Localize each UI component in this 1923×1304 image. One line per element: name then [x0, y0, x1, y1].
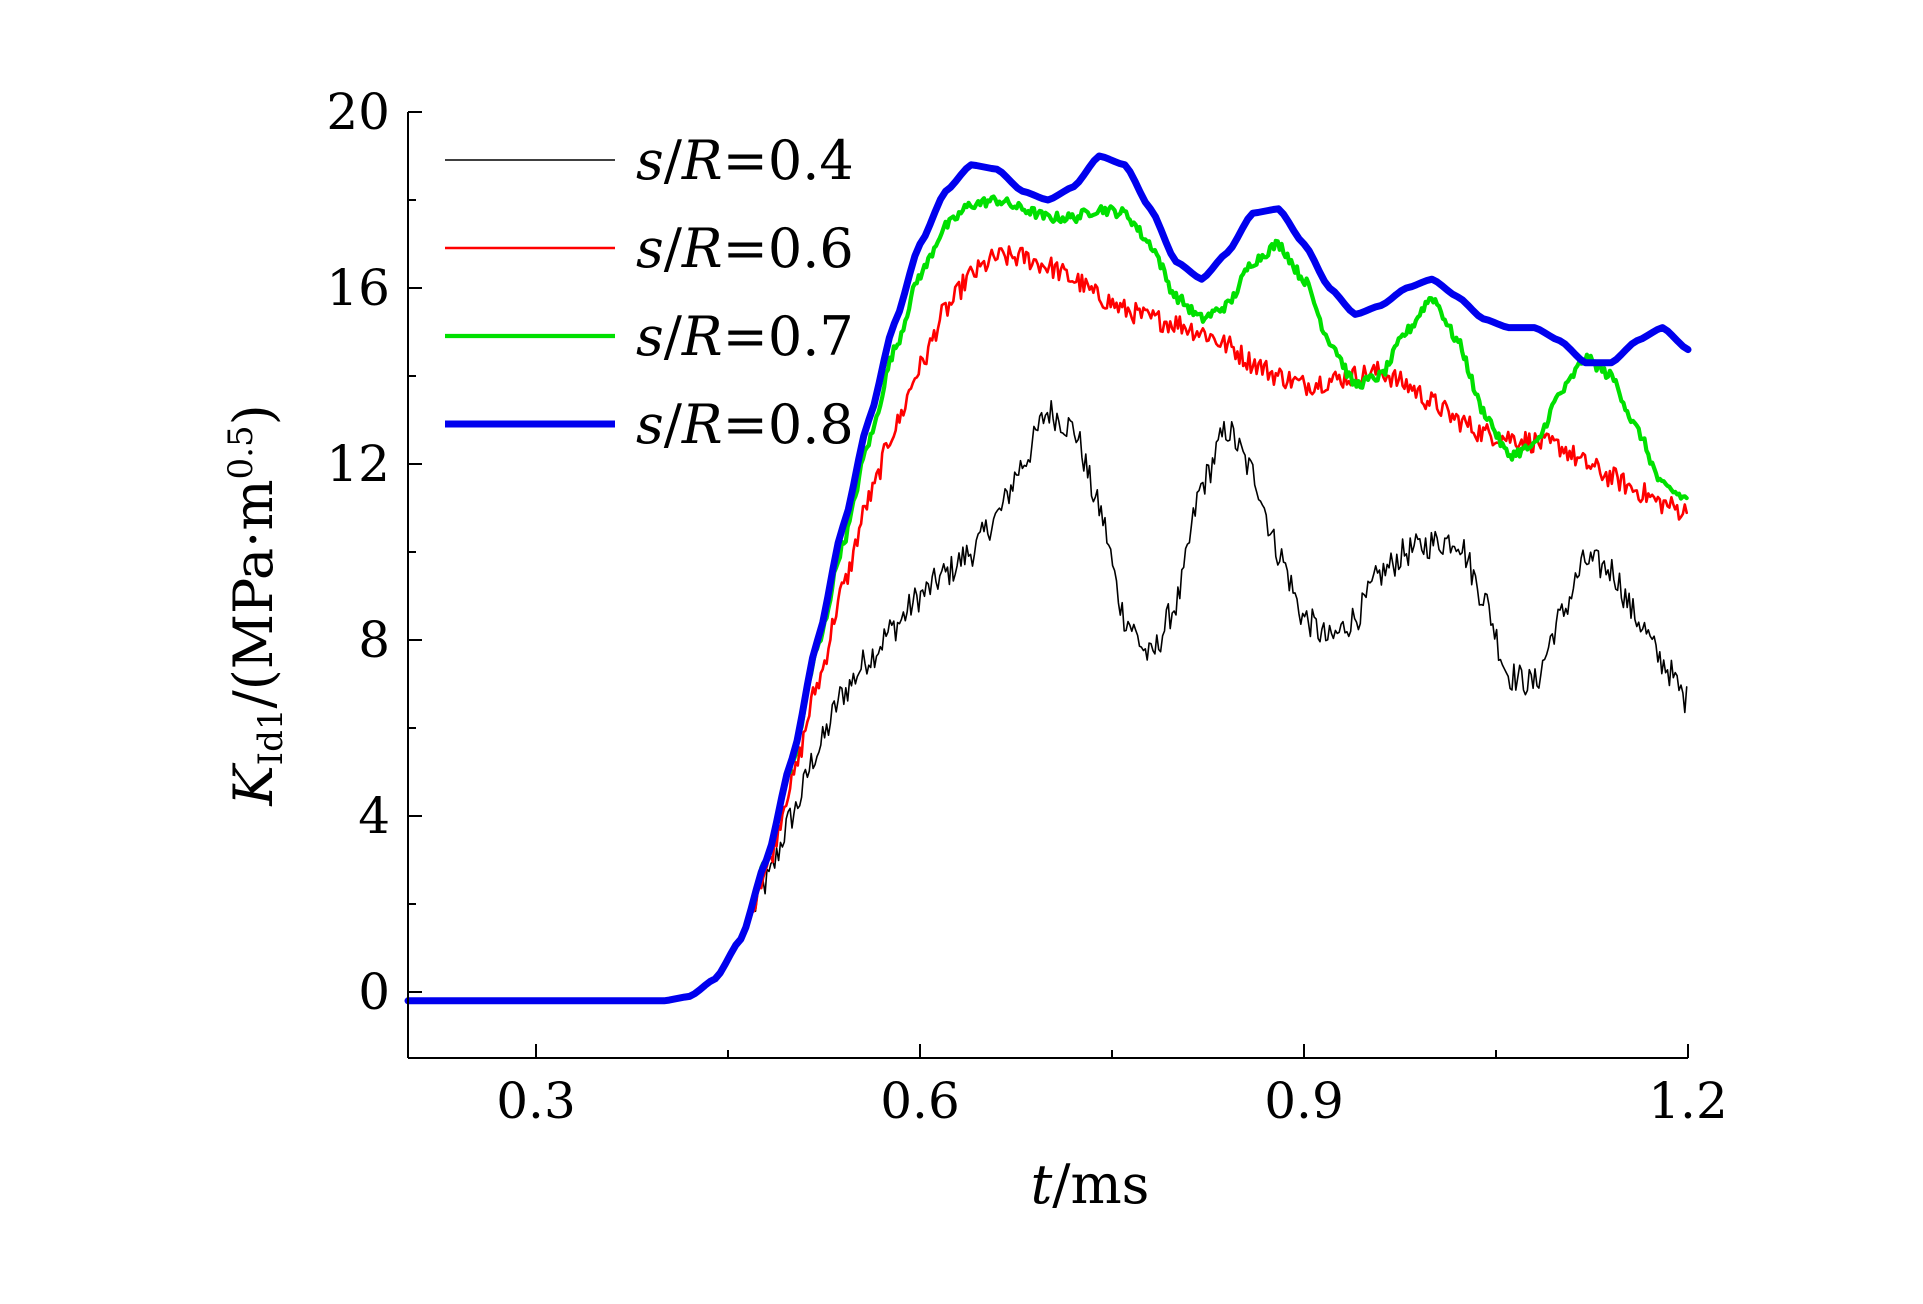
- y-tick-label: 8: [358, 611, 390, 669]
- y-tick-label: 0: [358, 963, 390, 1021]
- x-axis-title: t/ms: [1031, 1153, 1150, 1216]
- legend-label-1: s/R=0.4: [636, 129, 854, 192]
- ticks-layer: 0 4 8 12 16 20 0.3 0.6 0.9 1.2: [326, 83, 1727, 1130]
- legend-label-2: s/R=0.6: [636, 217, 854, 280]
- x-tick-label: 1.2: [1648, 1072, 1728, 1130]
- y-tick-label: 12: [326, 435, 390, 493]
- series-line-4: [404, 152, 1692, 1005]
- legend-label-3: s/R=0.7: [636, 305, 854, 368]
- y-tick-label: 16: [326, 259, 390, 317]
- series-line-1: [407, 400, 1688, 1002]
- series-line-3: [405, 194, 1689, 1003]
- legend: s/R=0.4 s/R=0.6 s/R=0.7 s/R=0.8: [445, 129, 854, 456]
- legend-label-4: s/R=0.8: [636, 393, 854, 456]
- y-axis-title: KId1/(MPa·m0.5): [221, 404, 291, 806]
- y-tick-label: 4: [358, 787, 390, 845]
- x-tick-label: 0.6: [880, 1072, 960, 1130]
- series-layer: [404, 152, 1692, 1005]
- axes-layer: [407, 112, 1688, 1059]
- y-tick-label: 20: [326, 83, 390, 141]
- series-line-2: [406, 245, 1688, 1003]
- x-tick-label: 0.3: [496, 1072, 576, 1130]
- x-tick-label: 0.9: [1264, 1072, 1344, 1130]
